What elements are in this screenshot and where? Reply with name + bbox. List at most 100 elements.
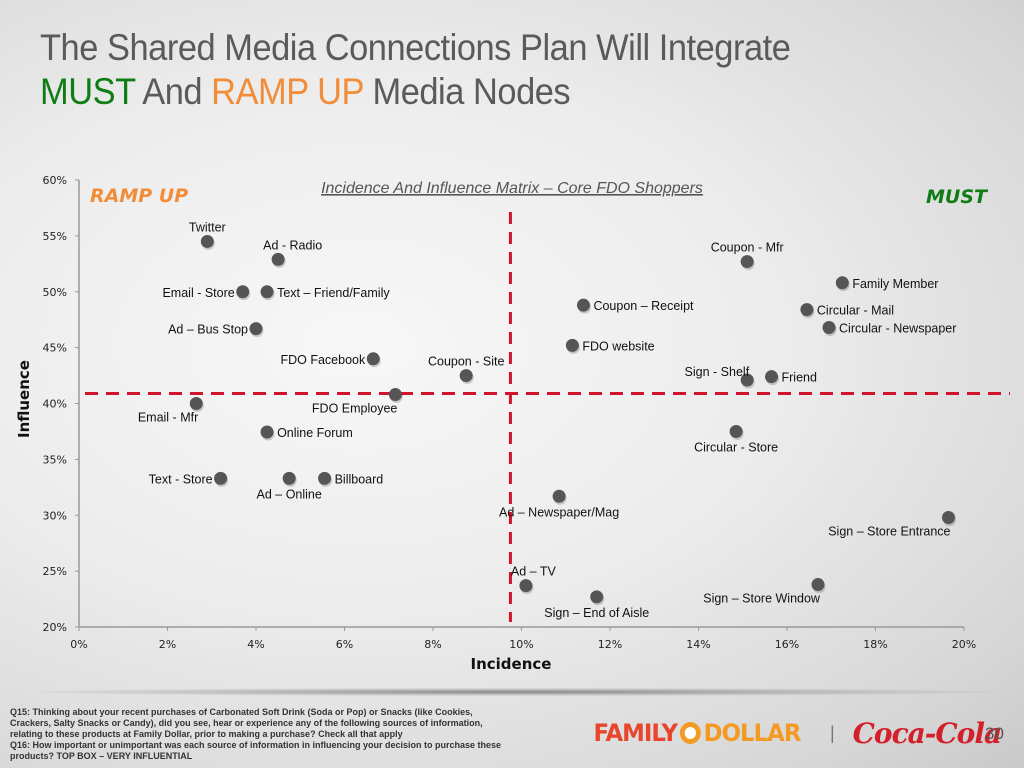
data-point-marker [519, 579, 533, 593]
survey-footnote: Q15: Thinking about your recent purchase… [10, 707, 570, 762]
data-point-text-store: Text - Store [149, 471, 229, 487]
title-rest: Media Nodes [363, 71, 571, 112]
data-point-marker [740, 255, 754, 269]
footer-logos: FAMILY DOLLAR | Coca-Cola [588, 716, 1002, 750]
x-tick-label: 4% [247, 638, 264, 651]
footer-divider [40, 688, 990, 696]
data-point-label: Ad - Radio [263, 238, 322, 252]
footnote-line: Q15: Thinking about your recent purchase… [10, 707, 473, 717]
data-point-email-mfr: Email - Mfr [138, 397, 204, 425]
data-point-label: Twitter [189, 220, 226, 234]
logo-separator: | [829, 722, 835, 743]
x-axis-label: Incidence [471, 655, 552, 673]
data-point-label: Circular - Store [694, 440, 778, 454]
data-point-sign-store-window: Sign – Store Window [703, 578, 826, 606]
data-point-label: FDO website [582, 339, 654, 353]
data-point-label: Text – Friend/Family [277, 286, 390, 300]
x-tick-label: 12% [598, 638, 622, 651]
data-point-marker [800, 303, 814, 317]
data-point-marker [189, 397, 203, 410]
data-point-marker [459, 369, 473, 383]
title-line-2: MUST And RAMP UP Media Nodes [40, 70, 790, 114]
footnote-line: products? TOP BOX – VERY INFLUENTIAL [10, 751, 193, 761]
data-point-marker [271, 252, 285, 266]
logo-dollar-text: DOLLAR [703, 719, 802, 747]
data-point-label: Friend [782, 371, 817, 385]
data-point-coupon-mfr: Coupon - Mfr [711, 241, 784, 271]
data-point-email-store: Email - Store [162, 285, 251, 301]
data-point-marker [835, 276, 849, 290]
data-point-marker [576, 298, 590, 312]
data-point-label: Ad – Bus Stop [168, 323, 248, 337]
y-tick-label: 55% [43, 230, 67, 243]
data-point-marker [822, 321, 836, 335]
data-point-marker [942, 510, 956, 524]
data-point-sign-shelf: Sign - Shelf [685, 365, 755, 389]
data-point-marker [214, 471, 228, 485]
data-point-label: Billboard [335, 472, 384, 486]
page-number: 30 [985, 724, 1004, 743]
y-tick-label: 40% [43, 398, 67, 411]
slide-title: The Shared Media Connections Plan Will I… [40, 26, 791, 114]
incidence-influence-scatter-chart: Incidence And Influence Matrix – Core FD… [43, 174, 1010, 673]
y-tick-label: 50% [43, 286, 67, 299]
data-point-billboard: Billboard [318, 471, 384, 487]
data-point-label: Family Member [852, 277, 938, 291]
data-point-friend: Friend [765, 370, 817, 386]
data-point-label: Email - Store [162, 286, 234, 300]
data-point-label: Coupon - Mfr [711, 241, 784, 255]
family-dollar-house-icon [679, 722, 701, 744]
data-point-marker [260, 285, 274, 299]
data-point-label: FDO Facebook [280, 353, 366, 367]
data-point-marker [200, 234, 214, 248]
data-point-label: Email - Mfr [138, 411, 198, 425]
title-ramp-up: RAMP UP [211, 71, 364, 112]
data-point-label: Online Forum [277, 426, 353, 440]
chart-title: Incidence And Influence Matrix – Core FD… [321, 180, 703, 197]
quadrant-label-ramp-up: RAMP UP [90, 185, 188, 207]
x-tick-label: 10% [509, 638, 533, 651]
data-point-marker [366, 352, 380, 366]
data-point-label: Ad – Newspaper/Mag [499, 505, 619, 519]
data-point-ad-tv: Ad – TV [511, 565, 557, 595]
data-point-label: Sign – Store Window [703, 592, 821, 606]
data-point-marker [249, 322, 263, 336]
y-tick-label: 25% [43, 565, 67, 578]
data-point-circular-mail: Circular - Mail [800, 303, 894, 319]
data-point-marker [282, 471, 296, 485]
data-point-coupon-site: Coupon - Site [428, 355, 504, 385]
data-point-fdo-facebook: FDO Facebook [280, 352, 381, 368]
data-point-marker [318, 471, 332, 485]
footnote-line: relating to these products at Family Dol… [10, 729, 403, 739]
data-point-label: Coupon – Receipt [593, 299, 694, 313]
data-point-ad-bus-stop: Ad – Bus Stop [168, 322, 264, 338]
data-point-label: FDO Employee [312, 402, 397, 416]
y-axis-label: Influence [15, 360, 33, 438]
quadrant-label-must: MUST [926, 186, 989, 208]
data-point-marker [565, 338, 579, 352]
data-point-marker [590, 590, 604, 604]
data-point-label: Sign - Shelf [685, 365, 750, 379]
data-point-sign-store-entrance: Sign – Store Entrance [828, 510, 957, 538]
data-point-coupon-receipt: Coupon – Receipt [576, 298, 694, 314]
data-point-label: Sign – Store Entrance [828, 524, 950, 538]
x-tick-label: 18% [863, 638, 887, 651]
data-point-marker [260, 425, 274, 439]
y-axis-label-wrap: Influence [4, 360, 44, 440]
data-point-label: Text - Store [149, 472, 213, 486]
data-point-marker [740, 373, 754, 387]
data-point-marker [811, 578, 825, 592]
y-tick-label: 20% [43, 621, 67, 634]
data-point-fdo-website: FDO website [565, 338, 655, 354]
x-tick-label: 8% [424, 638, 441, 651]
data-point-fdo-employee: FDO Employee [312, 388, 403, 416]
data-point-circular-newspaper: Circular - Newspaper [822, 321, 956, 337]
title-line-1: The Shared Media Connections Plan Will I… [40, 27, 791, 68]
data-point-ad-online: Ad – Online [257, 471, 322, 501]
logo-family-text: FAMILY [593, 719, 678, 747]
data-point-text-friend-family: Text – Friend/Family [260, 285, 390, 301]
data-point-label: Ad – TV [511, 565, 557, 579]
data-point-ad-newspaper-mag: Ad – Newspaper/Mag [499, 489, 619, 519]
x-tick-label: 20% [952, 638, 976, 651]
family-dollar-logo: FAMILY DOLLAR [593, 719, 802, 747]
